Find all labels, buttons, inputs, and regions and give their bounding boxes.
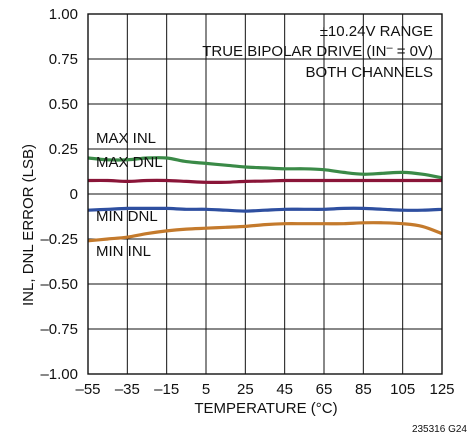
y-tick-label: 1.00 <box>49 6 78 23</box>
x-tick-label: 105 <box>390 381 415 398</box>
drive-note: TRUE BIPOLAR DRIVE (IN– = 0V) <box>202 42 433 60</box>
x-tick-label: 45 <box>276 381 293 398</box>
series-line-max-inl <box>87 156 443 180</box>
y-tick-label: –0.25 <box>40 231 78 248</box>
range-note: ±10.24V RANGE <box>320 23 433 40</box>
drive-note-end: = 0V) <box>393 43 433 60</box>
x-tick-label: 5 <box>202 381 210 398</box>
drive-note-superscript: – <box>386 42 393 54</box>
x-tick-label: –35 <box>115 381 140 398</box>
x-tick-label: 85 <box>355 381 372 398</box>
series-line-min-inl <box>87 221 443 243</box>
label-max-inl: MAX INL <box>96 130 156 147</box>
y-tick-label: –0.50 <box>40 276 78 293</box>
x-tick-label: –15 <box>154 381 179 398</box>
y-axis-label: INL, DNL ERROR (LSB) <box>20 144 37 306</box>
plot-frame <box>87 13 443 375</box>
x-tick-labels: –55 –35 –15 5 25 45 65 85 105 125 <box>75 381 454 398</box>
x-tick-label: 125 <box>429 381 454 398</box>
series-line-max-dnl <box>87 178 442 185</box>
y-tick-label: 0 <box>70 186 78 203</box>
x-tick-label: –55 <box>75 381 100 398</box>
y-tick-label: 0.50 <box>49 96 78 113</box>
label-min-dnl: MIN DNL <box>96 208 158 225</box>
y-tick-label: 0.25 <box>49 141 78 158</box>
channels-note: BOTH CHANNELS <box>305 64 433 81</box>
data-series <box>87 156 443 243</box>
y-tick-label: –1.00 <box>40 366 78 383</box>
y-tick-labels: 1.00 0.75 0.50 0.25 0 –0.25 –0.50 –0.75 –1.00 <box>40 6 78 383</box>
label-min-inl: MIN INL <box>96 243 151 260</box>
label-max-dnl: MAX DNL <box>96 154 163 171</box>
x-tick-label: 65 <box>316 381 333 398</box>
y-tick-label: –0.75 <box>40 321 78 338</box>
figure-id: 235316 G24 <box>412 424 467 435</box>
x-tick-label: 25 <box>237 381 254 398</box>
drive-note-main: TRUE BIPOLAR DRIVE (IN <box>202 43 386 60</box>
x-axis-label: TEMPERATURE (°C) <box>194 400 337 417</box>
series-line-min-dnl <box>87 206 443 213</box>
y-tick-label: 0.75 <box>49 51 78 68</box>
